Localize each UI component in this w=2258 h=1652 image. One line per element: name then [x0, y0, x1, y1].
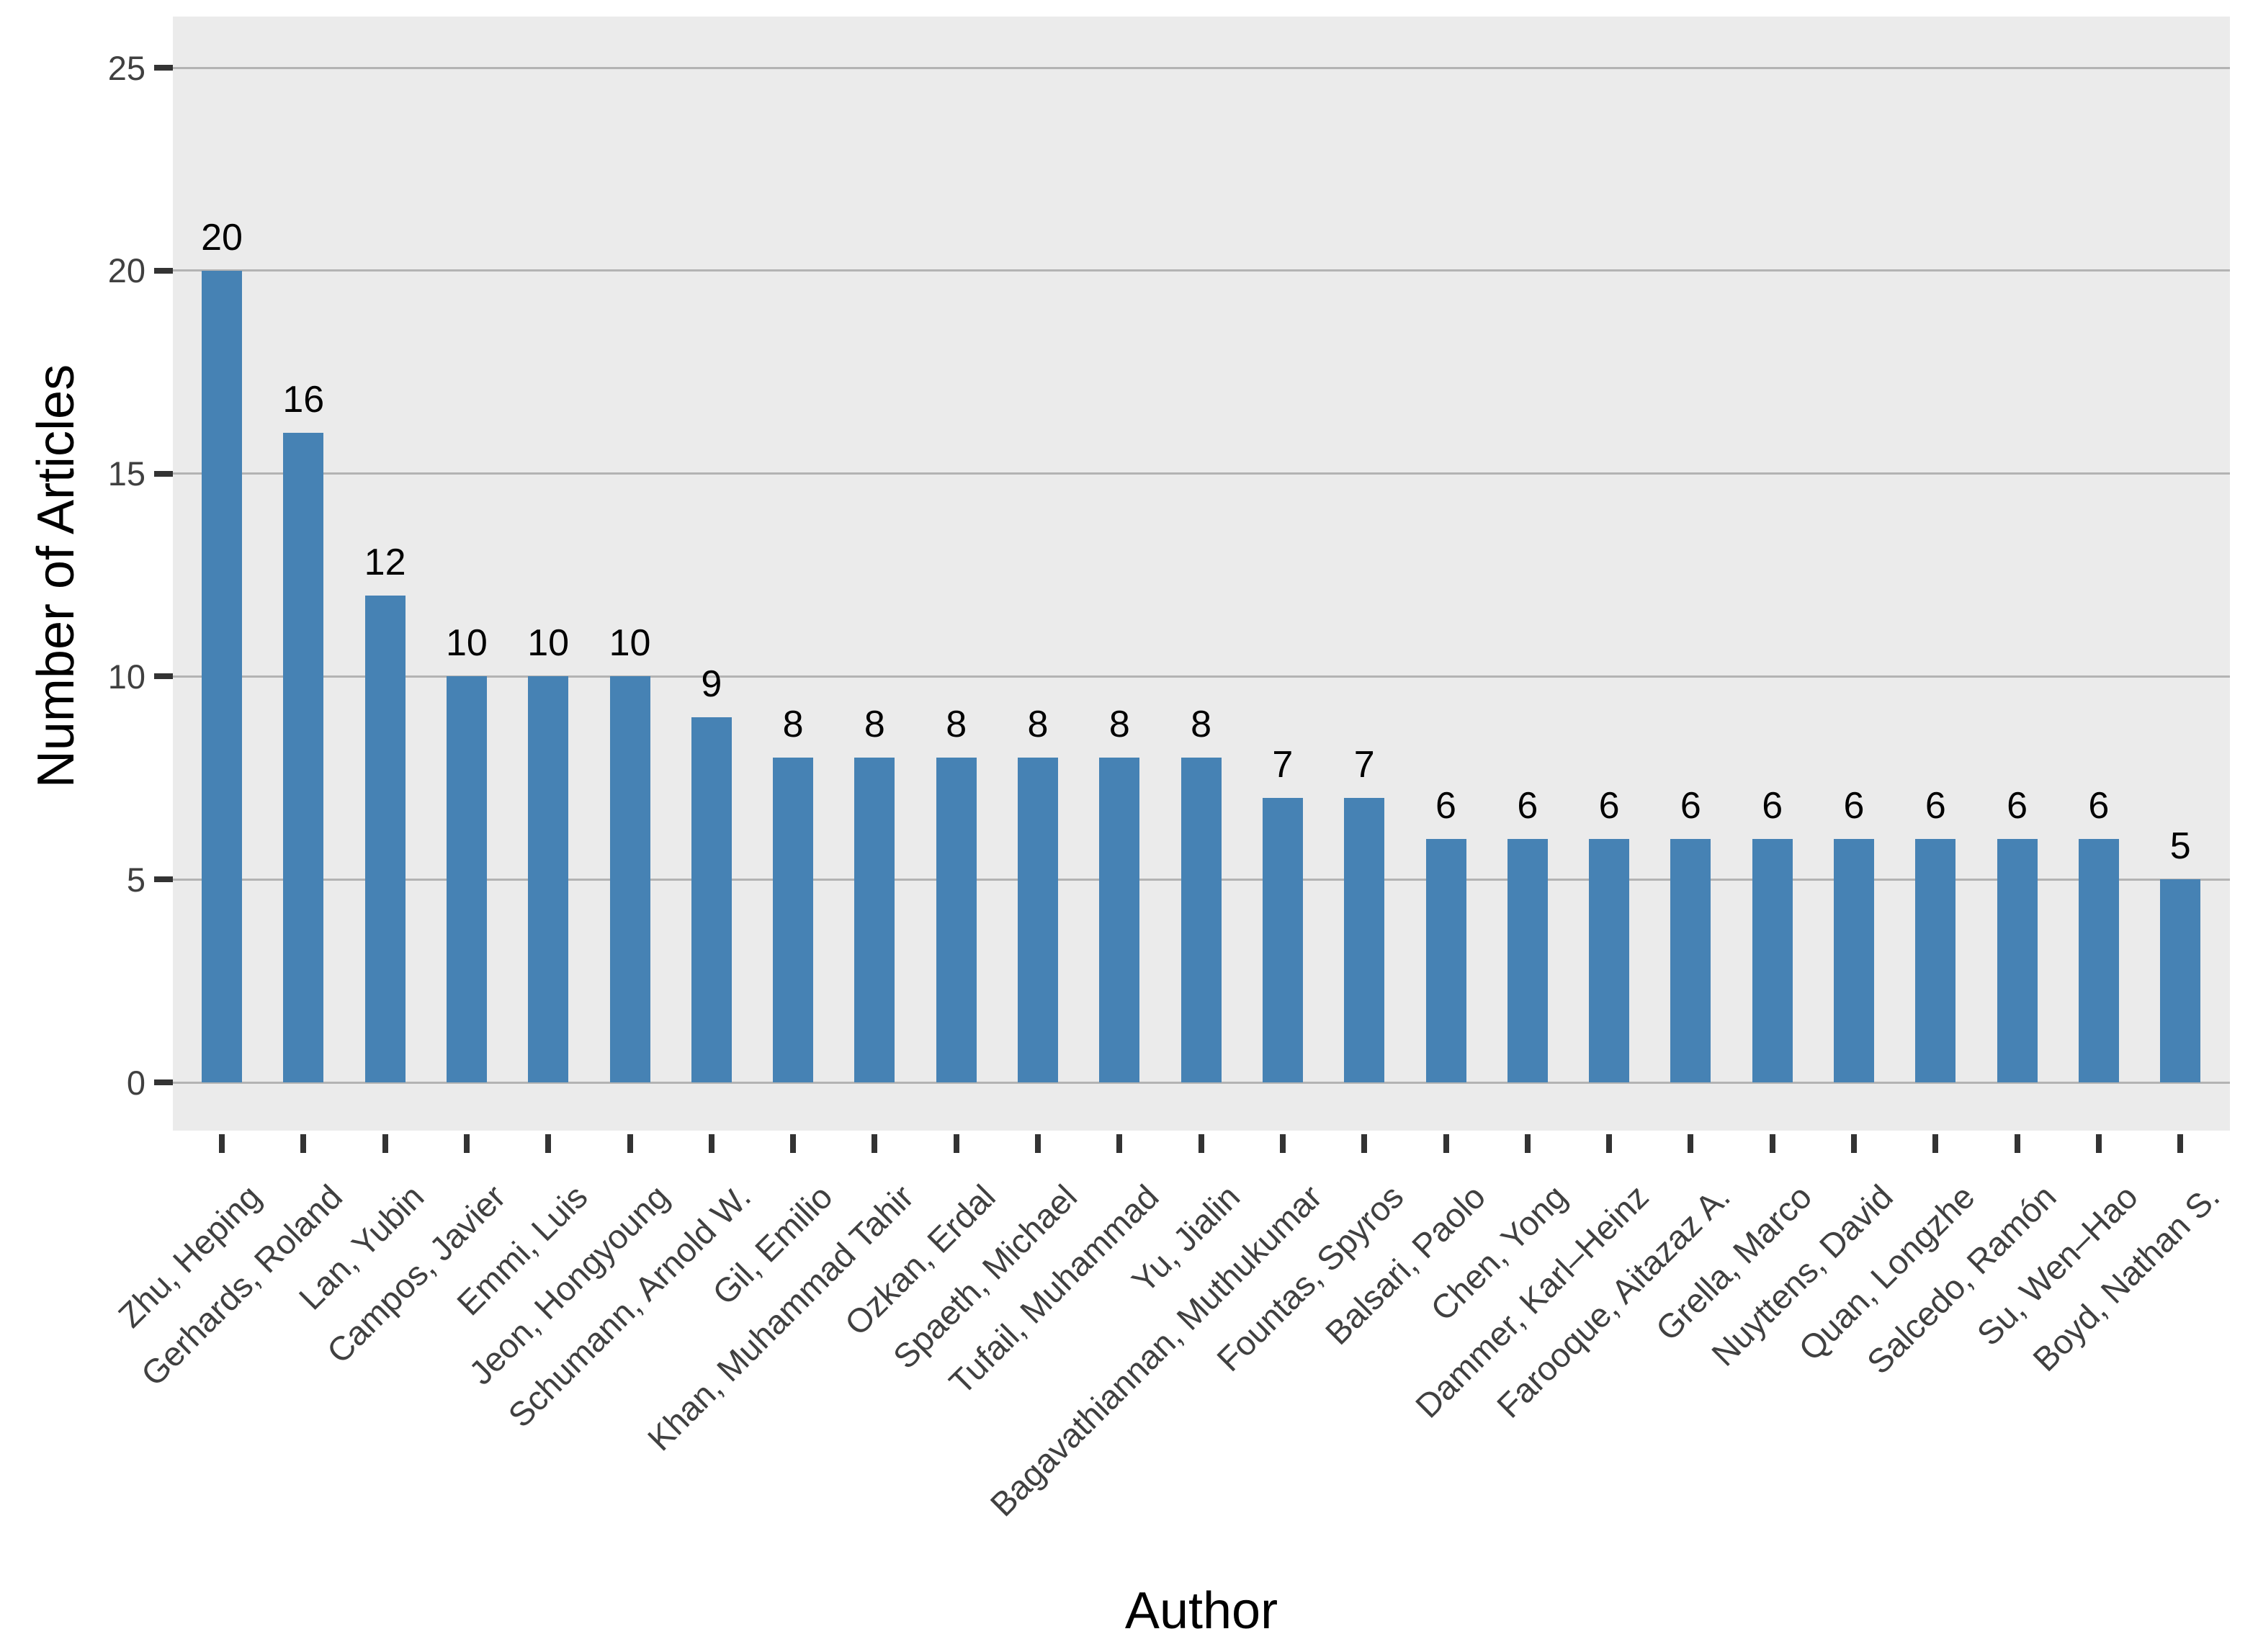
bar-value-label: 8: [1027, 704, 1049, 746]
bar-value-label: 6: [1925, 784, 1946, 827]
x-axis-tick: [872, 1134, 878, 1153]
bar: [691, 717, 732, 1082]
bar-value-label: 5: [2169, 825, 2191, 868]
bar-value-label: 6: [2088, 784, 2110, 827]
bar: [1018, 758, 1058, 1082]
x-axis-tick: [2014, 1134, 2020, 1153]
bar-value-label: 16: [282, 379, 325, 421]
bar-value-label: 8: [864, 704, 885, 746]
x-axis-tick: [1198, 1134, 1204, 1153]
x-axis-tick: [708, 1134, 714, 1153]
bar: [202, 270, 242, 1082]
x-axis-tick: [1279, 1134, 1286, 1153]
bar-value-label: 6: [1843, 784, 1865, 827]
x-axis-tick: [1116, 1134, 1123, 1153]
major-gridline: [173, 1081, 2230, 1084]
bar-value-label: 7: [1272, 744, 1294, 786]
bar-value-label: 9: [701, 663, 722, 705]
bar: [1670, 838, 1711, 1082]
bar-value-label: 7: [1353, 744, 1375, 786]
x-axis-tick: [2177, 1134, 2184, 1153]
x-axis-title: Author: [1124, 1582, 1278, 1640]
x-axis-tick: [953, 1134, 959, 1153]
bar-value-label: 6: [1762, 784, 1783, 827]
y-axis-tick: [154, 673, 173, 680]
y-axis-tick: [154, 470, 173, 477]
x-axis-tick: [219, 1134, 225, 1153]
bar-value-label: 10: [527, 622, 570, 665]
bar: [1344, 798, 1385, 1082]
y-tick-label: 5: [126, 860, 145, 899]
y-tick-label: 20: [107, 251, 145, 290]
y-axis-title: Number of Articles: [27, 364, 85, 789]
bar-value-label: 10: [609, 622, 651, 665]
bar-value-label: 6: [1680, 784, 1701, 827]
bar: [528, 676, 569, 1082]
x-axis-tick: [1443, 1134, 1449, 1153]
x-axis-tick: [1524, 1134, 1531, 1153]
x-axis-tick: [1851, 1134, 1857, 1153]
x-axis-tick: [382, 1134, 388, 1153]
bar: [854, 758, 895, 1082]
major-gridline: [173, 66, 2230, 69]
bar: [1425, 838, 1466, 1082]
x-axis-tick: [2095, 1134, 2102, 1153]
bar: [1589, 838, 1630, 1082]
major-gridline: [173, 675, 2230, 678]
bar: [364, 595, 406, 1082]
x-axis-tick: [1688, 1134, 1694, 1153]
x-axis-tick: [463, 1134, 470, 1153]
bar: [446, 676, 487, 1082]
bar-value-label: 8: [946, 704, 967, 746]
y-axis-tick: [154, 876, 173, 883]
bar: [609, 676, 650, 1082]
y-tick-label: 10: [107, 657, 145, 696]
bar: [2078, 838, 2119, 1082]
bar-value-label: 6: [2007, 784, 2028, 827]
bar: [936, 758, 977, 1082]
bar: [1834, 838, 1874, 1082]
bar-value-label: 8: [1108, 704, 1130, 746]
bar-value-label: 8: [1191, 704, 1212, 746]
bar: [1180, 758, 1222, 1082]
y-axis-tick: [154, 267, 173, 274]
major-gridline: [173, 269, 2230, 272]
y-axis-tick: [154, 1079, 173, 1085]
major-gridline: [173, 472, 2230, 475]
bar: [773, 758, 814, 1082]
bar-value-label: 12: [364, 541, 406, 583]
x-axis-tick: [1606, 1134, 1613, 1153]
x-axis-tick: [627, 1134, 633, 1153]
bar-value-label: 6: [1517, 784, 1538, 827]
bar-value-label: 8: [782, 704, 804, 746]
x-axis-tick: [300, 1134, 307, 1153]
bar: [1752, 838, 1793, 1082]
bar: [1915, 838, 1956, 1082]
x-axis-tick: [1035, 1134, 1041, 1153]
bar: [1997, 838, 2038, 1082]
bar: [1262, 798, 1303, 1082]
bar-value-label: 10: [445, 622, 488, 665]
bar-value-label: 20: [201, 216, 243, 259]
x-axis-tick: [790, 1134, 797, 1153]
y-tick-label: 0: [126, 1063, 145, 1102]
bar: [283, 433, 324, 1082]
bar-value-label: 6: [1598, 784, 1620, 827]
y-tick-label: 15: [107, 454, 145, 493]
x-axis-tick: [1361, 1134, 1368, 1153]
x-axis-tick: [1932, 1134, 1939, 1153]
y-tick-label: 25: [107, 48, 145, 87]
x-axis-tick: [1769, 1134, 1775, 1153]
bar: [1507, 838, 1548, 1082]
bar: [2160, 879, 2201, 1082]
bar: [1099, 758, 1140, 1082]
x-axis-tick: [545, 1134, 552, 1153]
bar-value-label: 6: [1435, 784, 1456, 827]
y-axis-tick: [154, 65, 173, 71]
